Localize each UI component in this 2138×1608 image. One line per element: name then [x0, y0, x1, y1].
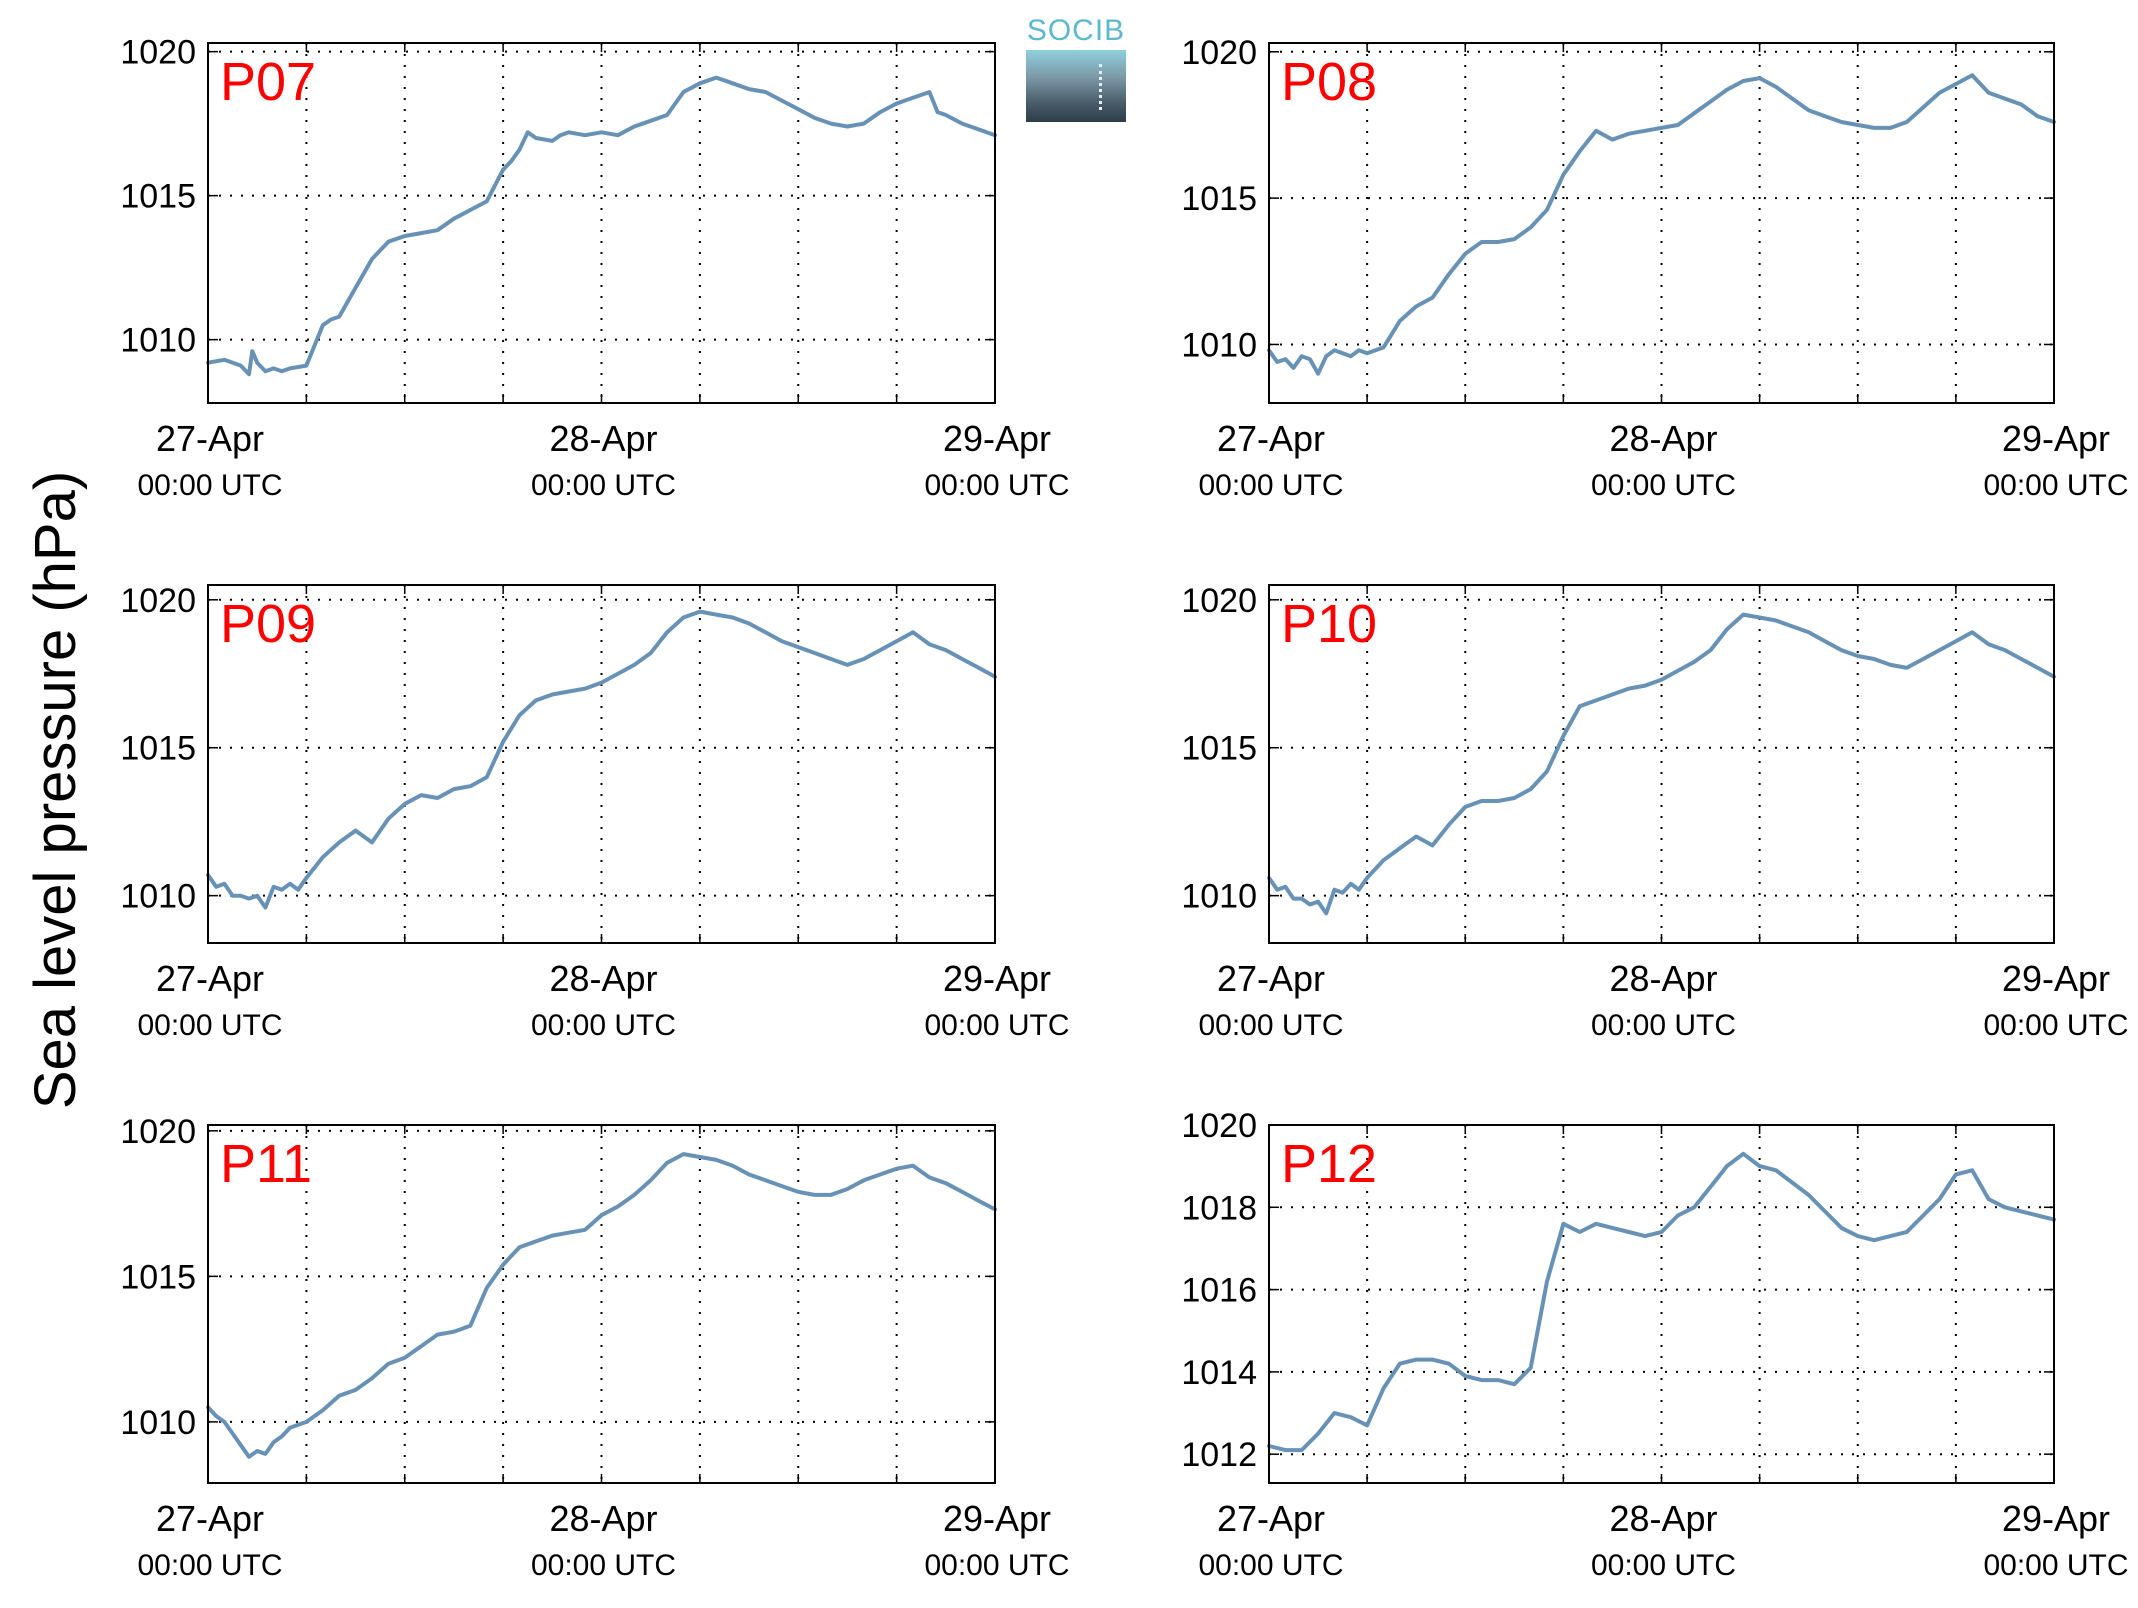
plot-frame: [207, 1124, 996, 1484]
y-tick-label: 1012: [1181, 1436, 1257, 1474]
logo-mark: [1026, 50, 1126, 122]
panel-p07: 1010 1015 1020 27-Apr 00:00 UTC 28-Apr 00:00 U…: [120, 34, 1069, 502]
series-line-p09: [206, 609, 997, 910]
x-tick-label-date: 29-Apr: [943, 958, 1051, 999]
x-tick-label-date: 28-Apr: [549, 418, 657, 459]
y-tick-label: 1015: [120, 178, 196, 216]
panel-label: P08: [1281, 52, 1377, 112]
x-tick-label-time: 00:00 UTC: [1198, 469, 1343, 502]
x-tick-label-time: 00:00 UTC: [1198, 1009, 1343, 1042]
panel-label: P10: [1281, 594, 1377, 654]
y-tick-label: 1015: [120, 1258, 196, 1296]
y-tick-label: 1010: [1181, 326, 1257, 364]
plot-frame: [1268, 1124, 2055, 1484]
series-line-p11: [206, 1152, 997, 1459]
x-tick-label-time: 00:00 UTC: [924, 1009, 1069, 1042]
x-tick-label-date: 27-Apr: [1217, 418, 1325, 459]
panel-p10: 1010 1015 1020 27-Apr 00:00 UTC 28-Apr 00:00 U…: [1181, 582, 2128, 1042]
x-tick-label-date: 29-Apr: [943, 418, 1051, 459]
x-tick-label-date: 28-Apr: [1609, 958, 1717, 999]
y-tick-label: 1015: [1181, 180, 1257, 218]
panel-p11: 1010 1015 1020 27-Apr 00:00 UTC 28-Apr 00:00 U…: [120, 1113, 1069, 1582]
x-tick-label-time: 00:00 UTC: [531, 1009, 676, 1042]
x-tick-label-time: 00:00 UTC: [1591, 1009, 1736, 1042]
x-tick-label-date: 28-Apr: [1609, 418, 1717, 459]
x-tick-label-time: 00:00 UTC: [1983, 469, 2128, 502]
y-tick-label: 1020: [1181, 1107, 1257, 1145]
x-tick-label-time: 00:00 UTC: [1983, 1549, 2128, 1582]
x-tick-label-time: 00:00 UTC: [137, 1549, 282, 1582]
y-tick-label: 1016: [1181, 1272, 1257, 1310]
socib-logo: SOCIB: [1026, 14, 1126, 122]
y-tick-label: 1020: [120, 34, 196, 72]
panel-p08: 1010 1015 1020 27-Apr 00:00 UTC 28-Apr 00:00 U…: [1181, 34, 2128, 502]
x-tick-label-date: 28-Apr: [549, 1498, 657, 1539]
x-tick-label-date: 27-Apr: [156, 1498, 264, 1539]
series-line-p10: [1267, 612, 2056, 916]
x-tick-label-time: 00:00 UTC: [924, 1549, 1069, 1582]
x-tick-label-time: 00:00 UTC: [1591, 469, 1736, 502]
x-tick-label-date: 28-Apr: [1609, 1498, 1717, 1539]
y-tick-label: 1020: [120, 1113, 196, 1151]
y-tick-label: 1018: [1181, 1189, 1257, 1227]
x-tick-label-date: 28-Apr: [549, 958, 657, 999]
x-tick-label-date: 27-Apr: [1217, 1498, 1325, 1539]
x-tick-label-date: 29-Apr: [2002, 1498, 2110, 1539]
logo-text: SOCIB: [1026, 14, 1126, 47]
panel-p12: 1012 1014 1016 1018 1020 27-Apr 00:00 UTC 28-Ap…: [1181, 1107, 2128, 1582]
series-line-p12: [1267, 1151, 2056, 1453]
plot-frame: [207, 584, 996, 944]
x-tick-label-time: 00:00 UTC: [924, 469, 1069, 502]
panel-label: P11: [220, 1134, 312, 1194]
x-tick-label-date: 29-Apr: [2002, 418, 2110, 459]
y-tick-label: 1020: [120, 582, 196, 620]
x-tick-label-date: 29-Apr: [943, 1498, 1051, 1539]
plot-frame: [1268, 42, 2055, 404]
x-tick-label-time: 00:00 UTC: [137, 1009, 282, 1042]
plot-frame: [1268, 584, 2055, 944]
x-tick-label-time: 00:00 UTC: [1591, 1549, 1736, 1582]
y-tick-label: 1020: [1181, 34, 1257, 72]
y-tick-label: 1015: [1181, 730, 1257, 768]
panel-label: P07: [220, 52, 316, 112]
x-tick-label-time: 00:00 UTC: [531, 469, 676, 502]
x-tick-label-time: 00:00 UTC: [137, 469, 282, 502]
series-line-p08: [1267, 73, 2056, 376]
x-tick-label-date: 29-Apr: [2002, 958, 2110, 999]
x-tick-label-date: 27-Apr: [156, 958, 264, 999]
y-tick-label: 1015: [120, 730, 196, 768]
plot-frame: [207, 42, 996, 404]
y-tick-label: 1020: [1181, 582, 1257, 620]
panel-p09: 1010 1015 1020 27-Apr 00:00 UTC 28-Apr 00:00 U…: [120, 582, 1069, 1042]
y-tick-label: 1014: [1181, 1354, 1257, 1392]
y-tick-label: 1010: [120, 878, 196, 916]
panel-label: P12: [1281, 1134, 1377, 1194]
x-tick-label-time: 00:00 UTC: [1198, 1549, 1343, 1582]
x-tick-label-date: 27-Apr: [156, 418, 264, 459]
x-tick-label-time: 00:00 UTC: [531, 1549, 676, 1582]
panel-label: P09: [220, 594, 316, 654]
y-tick-label: 1010: [120, 322, 196, 360]
y-tick-label: 1010: [1181, 878, 1257, 916]
x-tick-label-time: 00:00 UTC: [1983, 1009, 2128, 1042]
x-tick-label-date: 27-Apr: [1217, 958, 1325, 999]
y-tick-label: 1010: [120, 1404, 196, 1442]
series-line-p07: [206, 75, 997, 377]
